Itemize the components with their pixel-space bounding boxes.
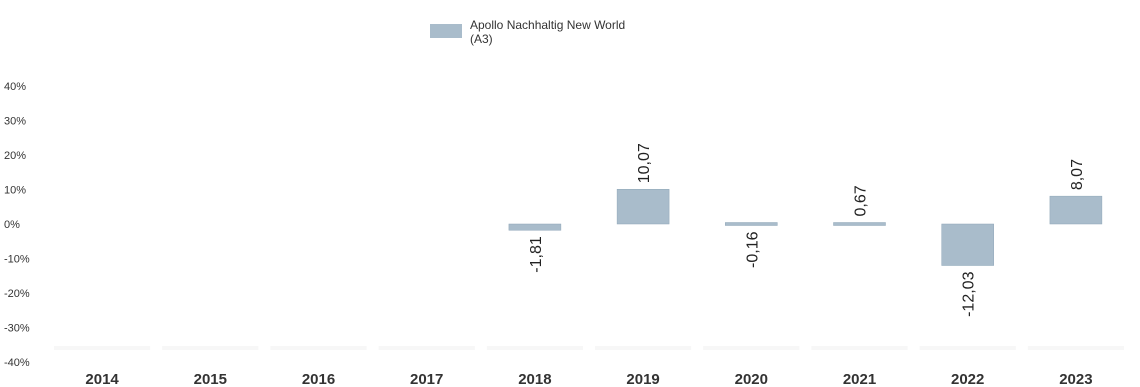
x-tick-label: 2023 (1059, 371, 1092, 387)
x-tick-label: 2014 (85, 371, 119, 387)
x-tick-label: 2021 (843, 371, 876, 387)
y-tick-label: 40% (4, 81, 26, 93)
bar-2019 (616, 189, 670, 225)
data-label-2021: 0,67 (853, 185, 870, 216)
category-band-2015 (162, 346, 259, 350)
bar-2022 (941, 223, 994, 266)
data-label-2022: -12,03 (961, 271, 978, 316)
bar-2023 (1049, 195, 1103, 225)
category-band-2014 (54, 346, 151, 350)
category-band-2016 (270, 346, 367, 350)
data-label-2018: -1,81 (528, 236, 545, 273)
category-band-2020 (703, 346, 800, 350)
data-label-2023: 8,07 (1069, 159, 1086, 190)
legend-swatch (430, 24, 462, 38)
legend: Apollo Nachhaltig New World (A3) (430, 18, 625, 46)
y-tick-label: -40% (4, 357, 30, 369)
data-label-2019: 10,07 (636, 143, 653, 183)
y-tick-label: 30% (4, 116, 26, 128)
x-tick-label: 2022 (951, 371, 984, 387)
x-tick-label: 2020 (735, 371, 768, 387)
y-tick-label: -10% (4, 254, 30, 266)
x-tick-label: 2015 (194, 371, 227, 387)
y-tick-label: -20% (4, 288, 30, 300)
x-tick-label: 2016 (302, 371, 335, 387)
category-band-2023 (1027, 346, 1124, 350)
y-axis-tick-labels: 40% 30% 20% 10% 0% -10% -20% -30% -40% (4, 81, 30, 369)
y-tick-label: 0% (4, 219, 20, 231)
y-tick-label: 10% (4, 185, 26, 197)
bar-2021 (833, 222, 886, 226)
x-tick-label: 2019 (626, 371, 659, 387)
legend-label-line1: Apollo Nachhaltig New World (470, 18, 626, 32)
x-axis-tick-labels: 2014 2015 2016 2017 2018 2019 2020 2021 2022 2023 (85, 371, 1092, 387)
data-label-2020: -0,16 (744, 231, 761, 268)
category-band-2017 (378, 346, 475, 350)
category-band-2019 (595, 346, 692, 350)
bar-2020 (725, 222, 778, 226)
y-tick-label: 20% (4, 150, 26, 162)
category-band-2021 (811, 346, 908, 350)
bars (508, 189, 1103, 266)
legend-label: Apollo Nachhaltig New World (A3) (470, 18, 625, 46)
bar-2018 (508, 223, 562, 231)
category-band-2018 (486, 346, 583, 350)
x-tick-label: 2017 (410, 371, 443, 387)
legend-label-line2: (A3) (470, 32, 493, 46)
category-bands (54, 346, 1124, 350)
y-tick-label: -30% (4, 323, 30, 335)
x-tick-label: 2018 (518, 371, 551, 387)
category-band-2022 (919, 346, 1016, 350)
data-labels: -1,81 10,07 -0,16 0,67 -12,03 8,07 (528, 143, 1086, 317)
